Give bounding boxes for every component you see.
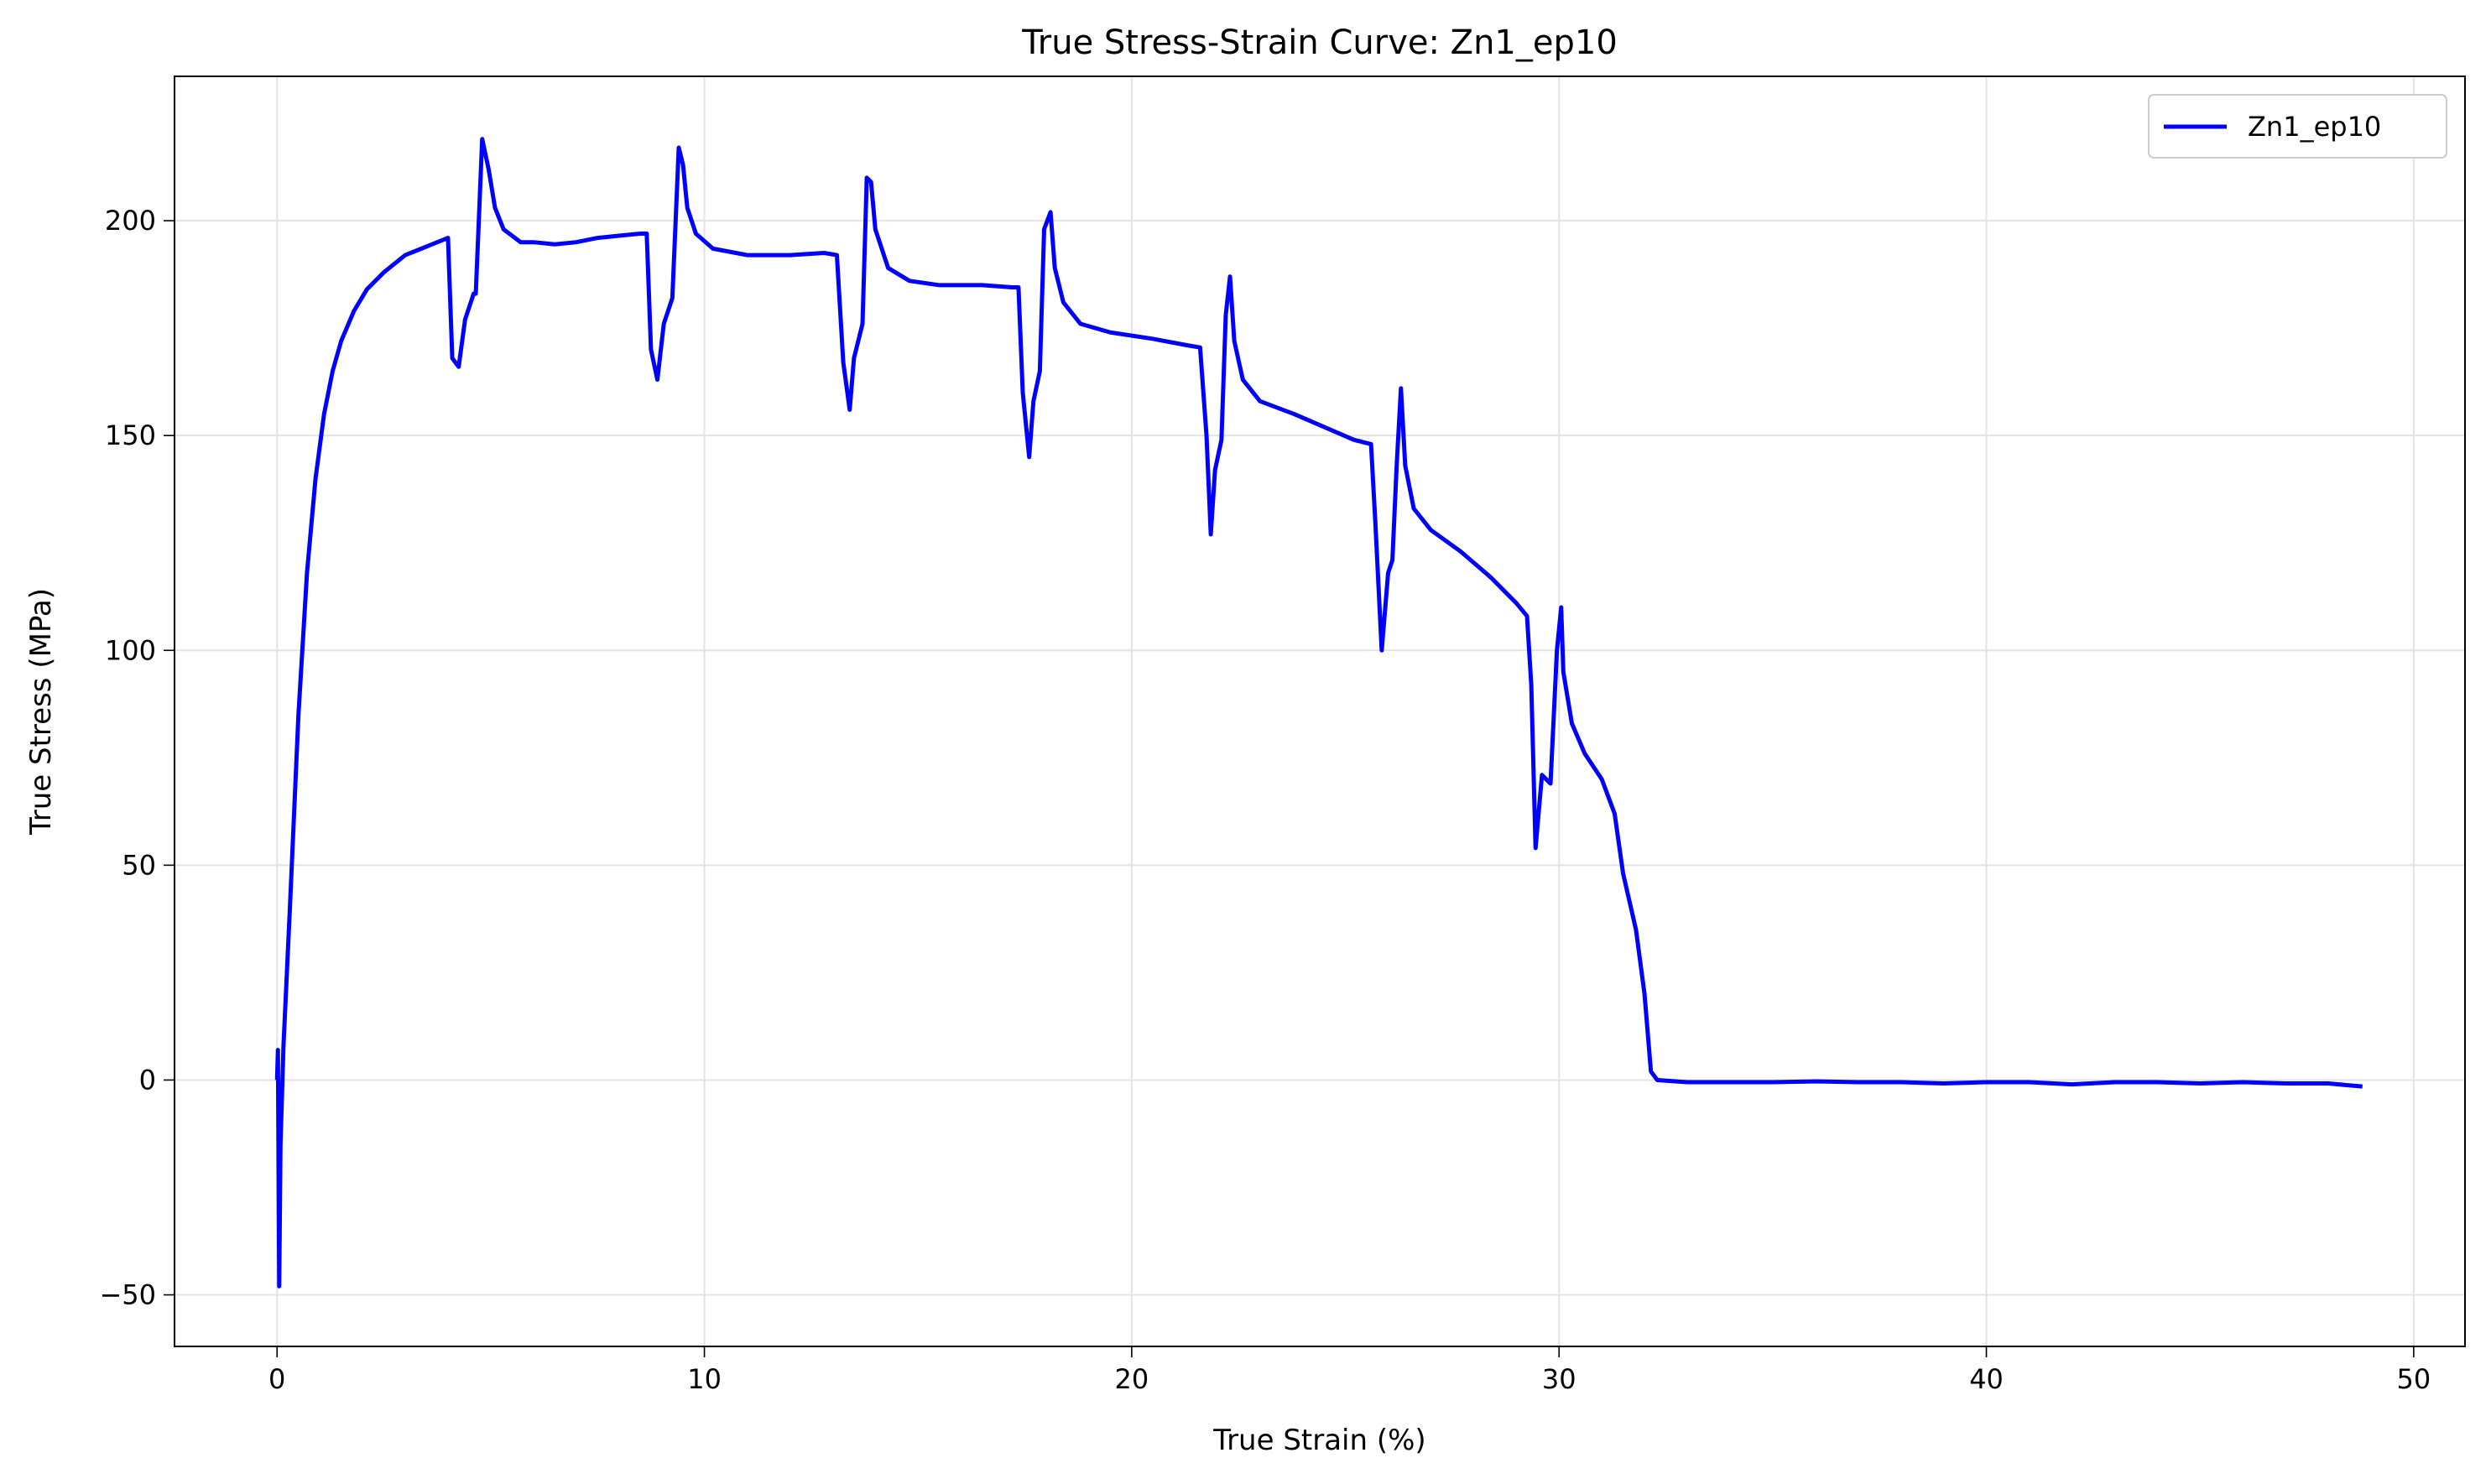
y-tick-label: 0 xyxy=(139,1064,156,1096)
y-tick-label: 100 xyxy=(105,634,156,666)
chart-title: True Stress-Strain Curve: Zn1_ep10 xyxy=(1021,23,1618,62)
y-axis-label: True Stress (MPa) xyxy=(24,588,58,836)
x-tick-label: 50 xyxy=(2397,1363,2431,1395)
legend-label: Zn1_ep10 xyxy=(2248,111,2381,143)
x-axis-label: True Strain (%) xyxy=(1212,1424,1425,1457)
x-tick-label: 20 xyxy=(1115,1363,1149,1395)
y-tick-label: 150 xyxy=(105,419,156,451)
data-line xyxy=(274,137,2363,1289)
x-tick-label: 30 xyxy=(1542,1363,1576,1395)
x-tick-label: 0 xyxy=(268,1363,285,1395)
x-tick-label: 10 xyxy=(687,1363,722,1395)
y-tick-label: −50 xyxy=(99,1279,156,1311)
y-tick-label: 200 xyxy=(105,205,156,237)
plot-frame xyxy=(174,76,2466,1347)
y-tick-label: 50 xyxy=(122,849,156,881)
x-tick-label: 40 xyxy=(1969,1363,2004,1395)
legend-box xyxy=(2148,94,2447,159)
